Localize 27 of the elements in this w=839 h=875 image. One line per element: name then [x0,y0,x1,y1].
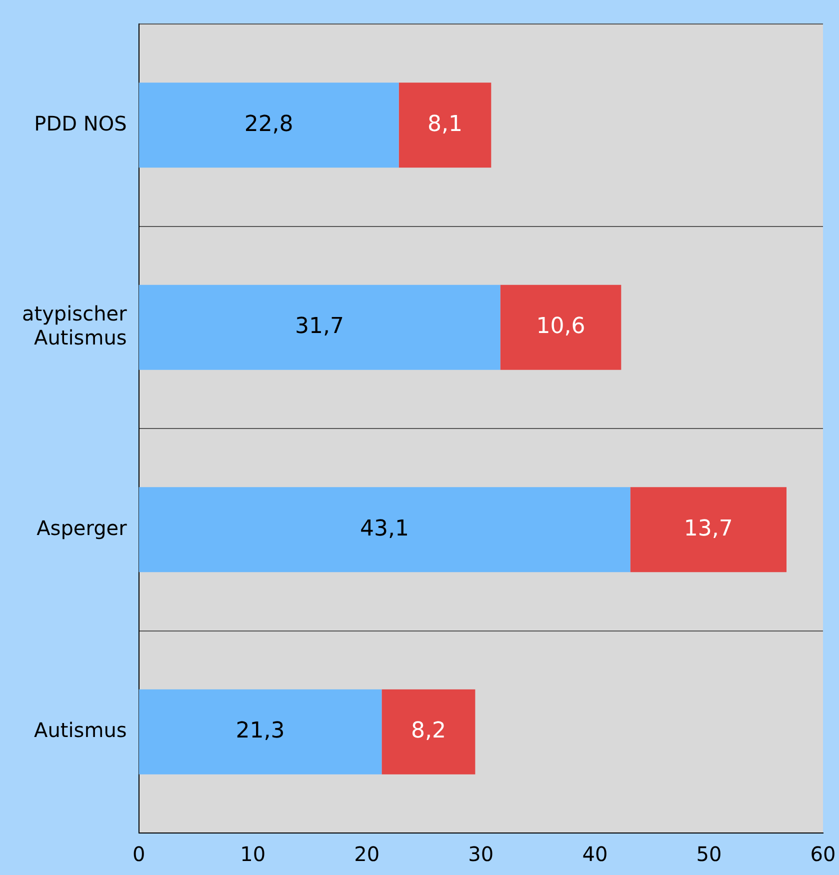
y-tick-label: atypischer Autismus [22,302,128,350]
bar [500,284,622,370]
x-tick-label: 40 [582,842,608,866]
x-tick-label: 50 [696,842,722,866]
data-label: 22,8 [244,112,294,137]
data-label: 13,7 [684,516,733,542]
data-label: 21,3 [236,718,285,744]
bar [138,82,399,168]
x-tick-label: 0 [132,842,146,866]
bar [138,487,630,572]
data-label: 8,1 [427,112,462,137]
bar [398,82,492,168]
x-tick-label: 30 [468,842,494,866]
bar [138,689,382,774]
data-label: 8,2 [410,718,446,744]
x-tick-label: 10 [240,842,266,866]
bar [382,689,476,774]
data-label: 31,7 [295,314,344,340]
data-label: 43,1 [360,516,410,542]
bar [630,487,787,572]
y-tick-label: Autismus [34,718,127,742]
x-tick-label: 20 [354,842,380,866]
x-tick-label: 60 [810,842,836,866]
y-tick-label: PDD NOS [34,111,127,136]
data-label: 10,6 [536,314,586,340]
bar [138,284,500,370]
y-tick-label: Asperger [36,516,128,540]
